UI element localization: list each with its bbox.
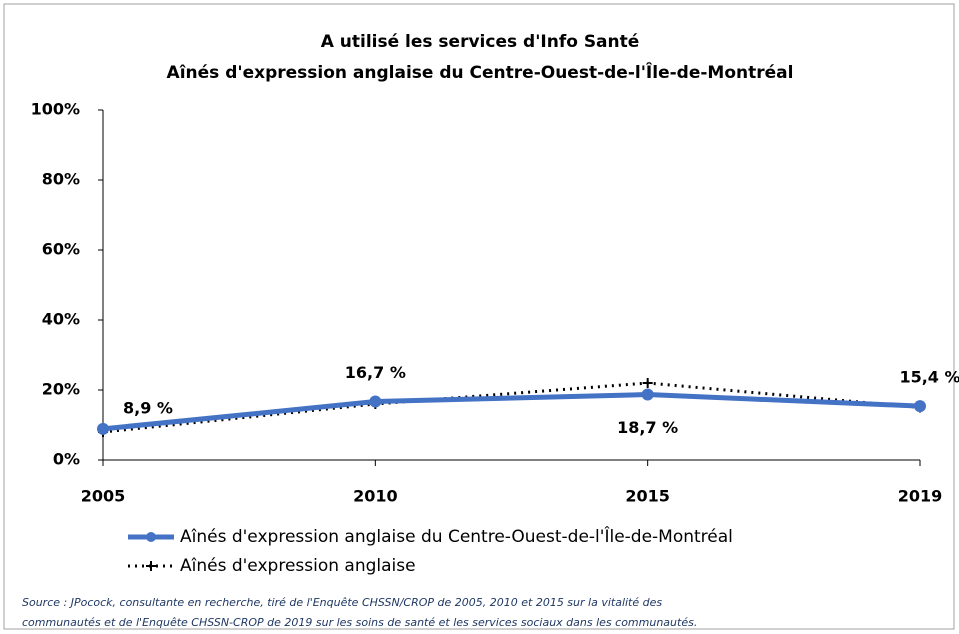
y-tick-label: 60% [42, 240, 80, 259]
source: Source : JPocock, consultante en recherc… [22, 596, 662, 609]
marker [369, 395, 382, 408]
data-label: 18,7 % [617, 418, 678, 437]
x-tick-label: 2010 [353, 487, 398, 506]
legend-label: Aînés d'expression anglaise du Centre-Ou… [180, 525, 733, 547]
chart-title: A utilisé les services d'Info Santé [321, 32, 640, 52]
source: communautés et de l'Enquête CHSSN-CROP d… [22, 616, 697, 629]
y-tick-label: 0% [53, 450, 80, 469]
x-tick-label: 2015 [625, 487, 670, 506]
series-line [102, 392, 921, 432]
legend-marker [146, 561, 156, 571]
marker [642, 378, 653, 388]
y-tick-label: 20% [42, 380, 80, 399]
y-tick-label: 40% [42, 310, 80, 329]
chart-frame [3, 3, 955, 630]
marker [641, 388, 654, 401]
legend-marker [146, 532, 156, 542]
x-tick-label: 2005 [81, 487, 126, 506]
data-label: 8,9 % [123, 398, 173, 417]
data-label: 15,4 % [899, 368, 959, 387]
x-tick-label: 2019 [898, 487, 943, 506]
y-tick-label: 100% [31, 100, 80, 119]
data-label: 16,7 % [345, 363, 406, 382]
y-tick-label: 80% [42, 170, 80, 189]
marker [914, 400, 926, 413]
marker [97, 422, 109, 435]
chart-subtitle: Aînés d'expression anglaise du Centre-Ou… [167, 61, 794, 83]
legend-label: Aînés d'expression anglaise [180, 556, 416, 576]
